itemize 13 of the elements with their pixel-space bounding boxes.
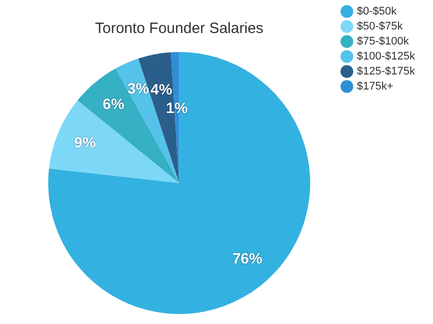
legend-label: $175k+ bbox=[356, 80, 394, 93]
legend-label: $125-$175k bbox=[356, 66, 416, 78]
legend-label: $100-$125k bbox=[356, 50, 416, 63]
legend-label: $50-$75k bbox=[356, 20, 404, 33]
data-label: 3% bbox=[127, 80, 150, 98]
text: Toronto Founder Salaries bbox=[94, 20, 264, 38]
data-label: 4% bbox=[150, 82, 172, 99]
data-label: 6% bbox=[102, 96, 124, 113]
legend-label: $0-$50k bbox=[356, 6, 398, 18]
data-label: 76% bbox=[232, 250, 262, 268]
legend-label: $75-$100k bbox=[356, 36, 410, 48]
data-label: 1% bbox=[166, 100, 188, 117]
data-label: 9% bbox=[74, 134, 96, 152]
